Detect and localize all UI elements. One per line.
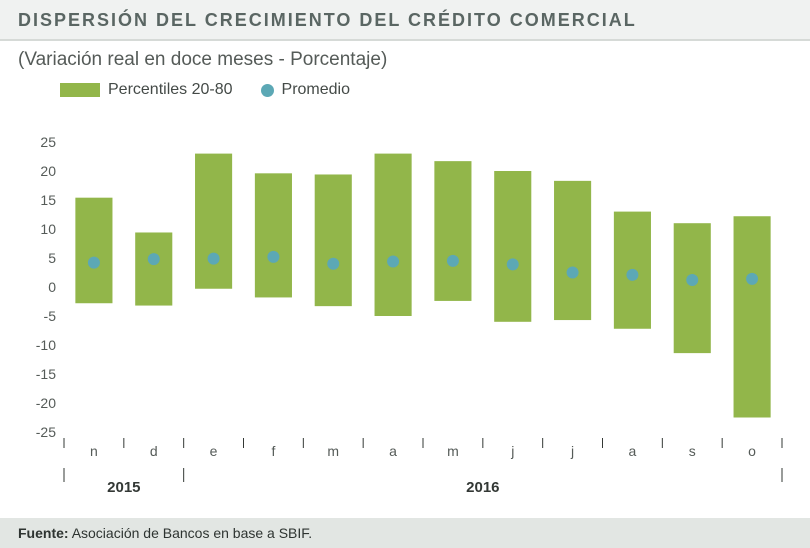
y-tick-label: -10 (36, 337, 56, 353)
legend: Percentiles 20-80 Promedio (0, 73, 810, 103)
month-label: e (210, 443, 218, 459)
y-tick-label: 20 (40, 163, 56, 179)
avg-marker (567, 267, 579, 279)
y-tick-label: -25 (36, 424, 56, 440)
y-tick-label: -20 (36, 395, 56, 411)
source-label: Fuente: (18, 525, 69, 541)
y-tick-label: -5 (44, 308, 57, 324)
avg-marker (626, 269, 638, 281)
chart-title: DISPERSIÓN DEL CRECIMIENTO DEL CRÉDITO C… (0, 0, 810, 41)
month-label: j (510, 443, 514, 459)
month-label: a (389, 443, 397, 459)
avg-marker (148, 253, 160, 265)
month-label: o (748, 443, 756, 459)
range-bar (734, 216, 771, 417)
range-bar (255, 173, 292, 297)
range-bar (434, 161, 471, 301)
range-bar (315, 174, 352, 306)
avg-marker (686, 274, 698, 286)
legend-item-promedio: Promedio (261, 81, 350, 99)
plot-svg: -25 -20 -15 -10 -5 0 5 10 15 20 25 n d e f m a m j j a s o 2015… (18, 136, 792, 512)
y-tick-label: 0 (48, 279, 56, 295)
range-bar (554, 181, 591, 320)
dot-swatch-icon (261, 84, 274, 97)
avg-marker (327, 258, 339, 270)
avg-marker (447, 255, 459, 267)
y-tick-label: 10 (40, 221, 56, 237)
y-tick-label: 25 (40, 136, 56, 150)
avg-marker (507, 258, 519, 270)
year-label: 2016 (466, 479, 499, 496)
y-tick-label: 15 (40, 192, 56, 208)
chart-source: Fuente: Asociación de Bancos en base a S… (0, 518, 810, 548)
avg-marker (387, 255, 399, 267)
year-label: 2015 (107, 479, 140, 496)
month-label: s (689, 443, 696, 459)
month-label: m (447, 443, 459, 459)
month-label: j (570, 443, 574, 459)
month-label: m (327, 443, 339, 459)
legend-dot-label: Promedio (282, 81, 350, 99)
source-text: Asociación de Bancos en base a SBIF. (72, 525, 312, 541)
bar-swatch-icon (60, 83, 100, 97)
avg-marker (88, 257, 100, 269)
month-label: a (629, 443, 637, 459)
legend-bar-label: Percentiles 20-80 (108, 81, 233, 99)
legend-item-percentiles: Percentiles 20-80 (60, 81, 233, 99)
range-bar (75, 198, 112, 304)
y-tick-label: -15 (36, 366, 56, 382)
avg-marker (267, 251, 279, 263)
range-bar (135, 232, 172, 305)
range-bar (674, 223, 711, 353)
plot-area: -25 -20 -15 -10 -5 0 5 10 15 20 25 n d e f m a m j j a s o 2015… (18, 136, 792, 512)
month-label: f (271, 443, 275, 459)
chart-figure: DISPERSIÓN DEL CRECIMIENTO DEL CRÉDITO C… (0, 0, 810, 548)
chart-subtitle: (Variación real en doce meses - Porcenta… (0, 41, 810, 73)
month-label: d (150, 443, 158, 459)
range-bar (195, 154, 232, 289)
range-bar (375, 154, 412, 316)
range-bar (494, 171, 531, 322)
month-label: n (90, 443, 98, 459)
avg-marker (746, 273, 758, 285)
y-tick-label: 5 (48, 250, 56, 266)
avg-marker (208, 253, 220, 265)
